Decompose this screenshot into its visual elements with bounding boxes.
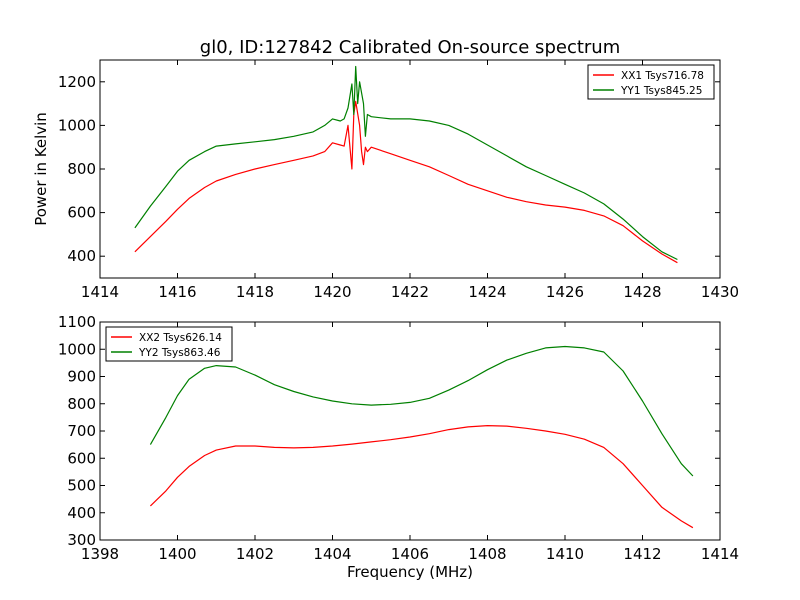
- legend: XX1 Tsys716.78 YY1 Tsys845.25: [587, 64, 715, 100]
- x-tick-label: 1420: [313, 283, 351, 301]
- x-tick-label: 1414: [701, 545, 739, 563]
- x-tick-label: 1400: [158, 545, 196, 563]
- panels: 1414 1416 1418 1420 1422 1424 1426 1428 1430 400 6…: [32, 59, 739, 581]
- x-tick-label: 1426: [546, 283, 584, 301]
- y-tick-label: 400: [67, 247, 96, 265]
- y-tick-label: 1100: [58, 313, 96, 331]
- x-tick-label: 1406: [391, 545, 429, 563]
- y-axis-label: Power in Kelvin: [32, 112, 50, 226]
- x-tick-label: 1424: [468, 283, 506, 301]
- x-tick-label: 1430: [701, 283, 739, 301]
- legend-label: YY1 Tsys845.25: [620, 85, 702, 97]
- y-tick-label: 1000: [58, 116, 96, 134]
- y-tick-label: 400: [67, 504, 96, 522]
- y-tick-label: 600: [67, 449, 96, 467]
- y-tick-label: 500: [67, 477, 96, 495]
- y-tick-label: 800: [67, 160, 96, 178]
- x-tick-label: 1402: [236, 545, 274, 563]
- x-tick-label: 1398: [81, 545, 119, 563]
- legend-box: [587, 64, 715, 100]
- legend-label: YY2 Tsys863.46: [138, 347, 221, 359]
- y-tick-label: 700: [67, 422, 96, 440]
- x-tick-label: 1410: [546, 545, 584, 563]
- series-line-1-2: [134, 65, 678, 261]
- series-line-2-2: [149, 345, 694, 477]
- legend-box: [105, 326, 233, 362]
- x-tick-label: 1408: [468, 545, 506, 563]
- legend-label: XX1 Tsys716.78: [621, 70, 704, 82]
- y-tick-label: 600: [67, 204, 96, 222]
- y-tick-label: 1000: [58, 340, 96, 358]
- x-tick-label: 1422: [391, 283, 429, 301]
- x-tick-label: 1412: [623, 545, 661, 563]
- y-tick-label: 300: [67, 531, 96, 549]
- x-tick-label: 1414: [81, 283, 119, 301]
- chart-panel-1: 1414 1416 1418 1420 1422 1424 1426 1428 1430 400 6…: [32, 59, 739, 301]
- y-tick-label: 900: [67, 368, 96, 386]
- y-tick-label: 800: [67, 395, 96, 413]
- series-line-2-1: [149, 425, 694, 529]
- legend-label: XX2 Tsys626.14: [139, 332, 222, 344]
- x-tick-label: 1418: [236, 283, 274, 301]
- legend: XX2 Tsys626.14 YY2 Tsys863.46: [105, 326, 233, 362]
- x-tick-label: 1416: [158, 283, 196, 301]
- x-tick-label: 1428: [623, 283, 661, 301]
- x-tick-label: 1404: [313, 545, 351, 563]
- chart-panel-2: 1398 1400 1402 1404 1406 1408 1410 1412 1414 300 4…: [58, 313, 739, 581]
- series-line-1-1: [134, 100, 678, 264]
- y-tick-label: 1200: [58, 73, 96, 91]
- chart-title: gl0, ID:127842 Calibrated On-source spec…: [200, 37, 620, 58]
- x-axis-label: Frequency (MHz): [347, 563, 473, 581]
